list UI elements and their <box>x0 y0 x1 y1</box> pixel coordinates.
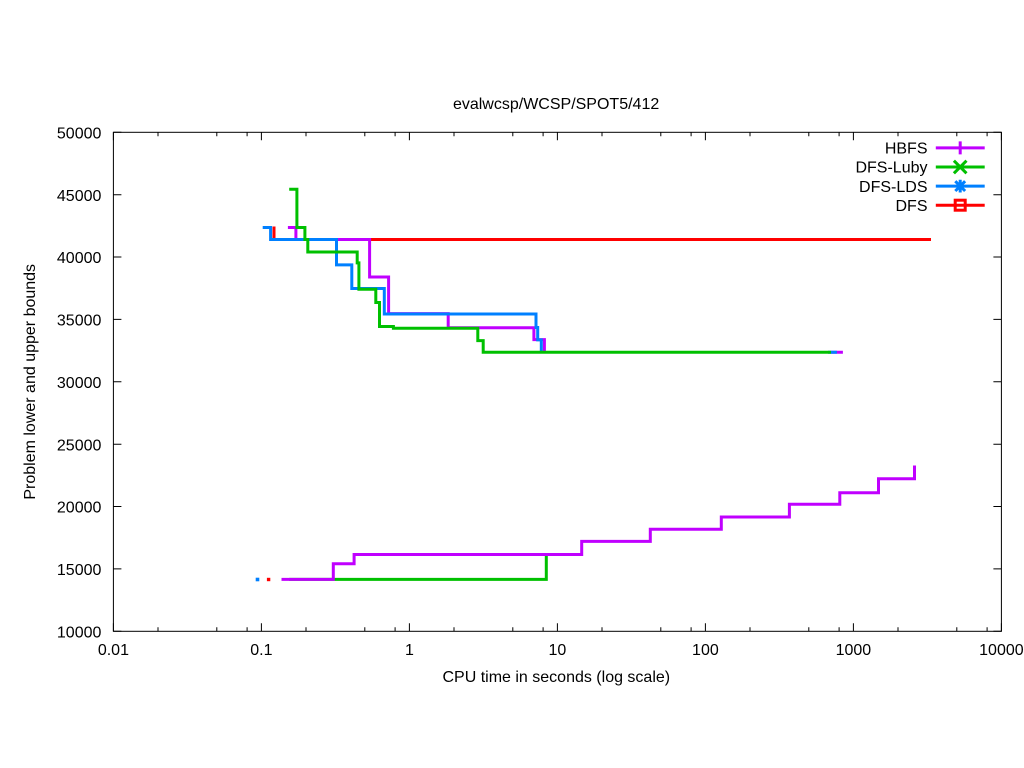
svg-text:10: 10 <box>549 642 567 659</box>
svg-text:35000: 35000 <box>57 313 102 330</box>
svg-text:25000: 25000 <box>57 437 102 454</box>
svg-text:1000: 1000 <box>836 642 872 659</box>
svg-text:Problem lower and upper bounds: Problem lower and upper bounds <box>22 264 39 500</box>
svg-text:DFS: DFS <box>896 198 928 215</box>
svg-text:10000: 10000 <box>57 624 102 641</box>
svg-text:30000: 30000 <box>57 375 102 392</box>
svg-text:100: 100 <box>692 642 719 659</box>
svg-text:evalwcsp/WCSP/SPOT5/412: evalwcsp/WCSP/SPOT5/412 <box>453 96 659 113</box>
svg-text:15000: 15000 <box>57 562 102 579</box>
svg-text:20000: 20000 <box>57 500 102 517</box>
svg-text:10000: 10000 <box>979 642 1024 659</box>
svg-text:40000: 40000 <box>57 250 102 267</box>
svg-text:HBFS: HBFS <box>885 141 928 158</box>
svg-text:0.1: 0.1 <box>250 642 272 659</box>
svg-text:DFS-LDS: DFS-LDS <box>859 179 927 196</box>
svg-text:50000: 50000 <box>57 125 102 142</box>
svg-text:45000: 45000 <box>57 188 102 205</box>
svg-text:1: 1 <box>405 642 414 659</box>
svg-text:CPU time in seconds (log scale: CPU time in seconds (log scale) <box>442 669 670 686</box>
svg-text:0.01: 0.01 <box>98 642 129 659</box>
svg-text:DFS-Luby: DFS-Luby <box>855 160 927 177</box>
